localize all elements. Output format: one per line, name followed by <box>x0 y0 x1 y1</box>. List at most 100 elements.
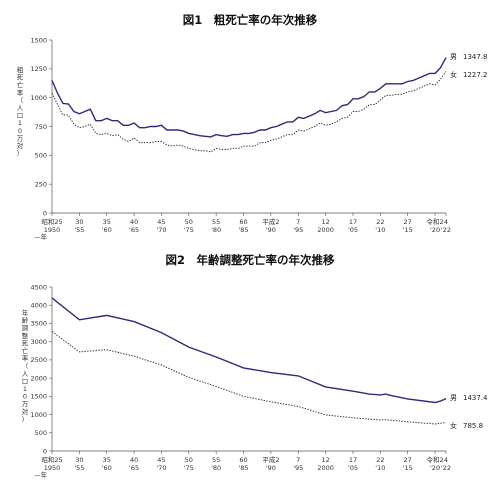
x-tick-year-label: '15 <box>403 464 413 472</box>
x-tick-year-label: 1950 <box>44 226 61 234</box>
x-tick-year-label: '85 <box>238 464 248 472</box>
x-tick-year-label: 2000 <box>317 464 334 472</box>
x-tick-era-label: 45 <box>157 456 165 464</box>
x-tick-year-label: '90 <box>266 226 276 234</box>
x-tick-era-label: 22 <box>376 456 384 464</box>
x-tick-year-label: 1950 <box>44 464 61 472</box>
y-tick-label: 500 <box>35 152 47 160</box>
x-tick-era-label: 50 <box>185 456 193 464</box>
x-tick-era-label: 17 <box>349 456 357 464</box>
x-tick-era-label: 45 <box>157 218 165 226</box>
x-tick-era-label: 平成2 <box>262 217 279 226</box>
x-tick-year-label: '80 <box>211 226 221 234</box>
series-line-male <box>51 57 447 138</box>
y-tick-label: 1000 <box>30 411 47 419</box>
x-tick-era-label: 7 <box>296 456 300 464</box>
y-tick-label: 1000 <box>30 94 47 102</box>
y-tick-label: 2000 <box>30 374 47 382</box>
x-tick-year-label: '10 <box>375 464 385 472</box>
y-tick-label: 3500 <box>30 320 47 328</box>
y-axis-label: 年齢調整死亡率（人口 1 0 万対） <box>22 308 29 423</box>
x-tick-era-label: 12 <box>321 218 329 226</box>
x-tick-era-label: 17 <box>349 218 357 226</box>
x-tick-era-label: 55 <box>212 456 220 464</box>
x-tick-era-label: 令和2 <box>426 455 443 464</box>
series-line-male <box>51 297 447 404</box>
y-tick-label: 4500 <box>30 283 47 291</box>
x-tick-year-label: '05 <box>348 226 358 234</box>
series-line-female <box>51 71 447 153</box>
x-tick-year-label: '05 <box>348 464 358 472</box>
y-tick-label: 4000 <box>30 302 47 310</box>
x-tick-year-label: '10 <box>375 226 385 234</box>
x-tick-era-label: 55 <box>212 218 220 226</box>
x-tick-era-label: 30 <box>75 456 83 464</box>
y-tick-label: 3000 <box>30 338 47 346</box>
x-tick-era-label: 50 <box>185 218 193 226</box>
x-tick-year-label: '65 <box>129 464 139 472</box>
series-name-label: 男 <box>450 53 457 61</box>
x-tick-year-label: '65 <box>129 226 139 234</box>
x-axis-label: —年 <box>34 232 48 241</box>
x-tick-year-label: '60 <box>102 464 112 472</box>
y-tick-label: 750 <box>35 123 47 131</box>
x-tick-year-label: '60 <box>102 226 112 234</box>
y-tick-label: 2500 <box>30 356 47 364</box>
x-tick-year-label: '22 <box>441 226 451 234</box>
x-tick-era-label: 7 <box>296 218 300 226</box>
x-tick-year-label: '55 <box>74 226 84 234</box>
x-tick-year-label: '75 <box>184 226 194 234</box>
x-tick-era-label: 30 <box>75 218 83 226</box>
x-tick-era-label: 12 <box>321 456 329 464</box>
series-name-label: 男 <box>450 394 457 402</box>
x-tick-era-label: 60 <box>239 218 247 226</box>
y-tick-label: 1250 <box>30 65 47 73</box>
y-tick-label: 0 <box>43 209 47 217</box>
x-tick-year-label: '95 <box>293 226 303 234</box>
x-tick-era-label: 27 <box>404 456 412 464</box>
x-tick-era-label: 平成2 <box>262 455 279 464</box>
x-tick-year-label: '90 <box>266 464 276 472</box>
y-tick-label: 1500 <box>30 36 47 44</box>
y-tick-label: 1500 <box>30 393 47 401</box>
series-name-label: 女 <box>450 421 457 430</box>
chart1-title: 図1 粗死亡率の年次推移 <box>183 13 318 27</box>
x-tick-era-label: 27 <box>404 218 412 226</box>
x-tick-year-label: '85 <box>238 226 248 234</box>
y-tick-label: 0 <box>43 447 47 455</box>
x-tick-year-label: '20 <box>430 226 440 234</box>
chart2-title: 図2 年齢調整死亡率の年次推移 <box>166 253 336 267</box>
x-tick-year-label: 2000 <box>317 226 334 234</box>
x-tick-year-label: '95 <box>293 464 303 472</box>
series-end-value: 1347.8 <box>463 53 488 61</box>
y-axis-label: 粗死亡率（人口 1 0 万対） <box>17 65 24 158</box>
series-end-value: 1227.2 <box>463 71 488 79</box>
series-end-value: 1437.4 <box>463 394 488 402</box>
x-tick-era-label: 35 <box>103 456 111 464</box>
x-tick-year-label: '20 <box>430 464 440 472</box>
x-tick-era-label: 60 <box>239 456 247 464</box>
series-name-label: 女 <box>450 70 457 79</box>
x-tick-year-label: '75 <box>184 464 194 472</box>
chart1-plot: 0250500750100012501500昭和25195030'5535'60… <box>17 36 488 241</box>
x-tick-era-label: 40 <box>130 218 138 226</box>
x-axis-label: —年 <box>34 470 48 479</box>
y-tick-label: 500 <box>35 429 47 437</box>
x-tick-year-label: '70 <box>156 226 166 234</box>
x-tick-era-label: 40 <box>130 456 138 464</box>
x-tick-year-label: '70 <box>156 464 166 472</box>
x-tick-year-label: '15 <box>403 226 413 234</box>
x-tick-era-label: 昭和25 <box>41 455 62 464</box>
series-line-female <box>51 331 447 425</box>
x-tick-era-label: 昭和25 <box>41 217 62 226</box>
x-tick-year-label: '80 <box>211 464 221 472</box>
x-tick-era-label: 令和2 <box>426 217 443 226</box>
x-tick-year-label: '55 <box>74 464 84 472</box>
x-tick-era-label: 4 <box>444 456 448 464</box>
x-tick-year-label: '22 <box>441 464 451 472</box>
chart2-plot: 0 500 1000 1500 2000 2500 3000 3500 4000 4500 昭和25… <box>22 283 488 479</box>
x-tick-era-label: 4 <box>444 218 448 226</box>
y-tick-label: 250 <box>35 180 47 188</box>
x-tick-era-label: 35 <box>103 218 111 226</box>
